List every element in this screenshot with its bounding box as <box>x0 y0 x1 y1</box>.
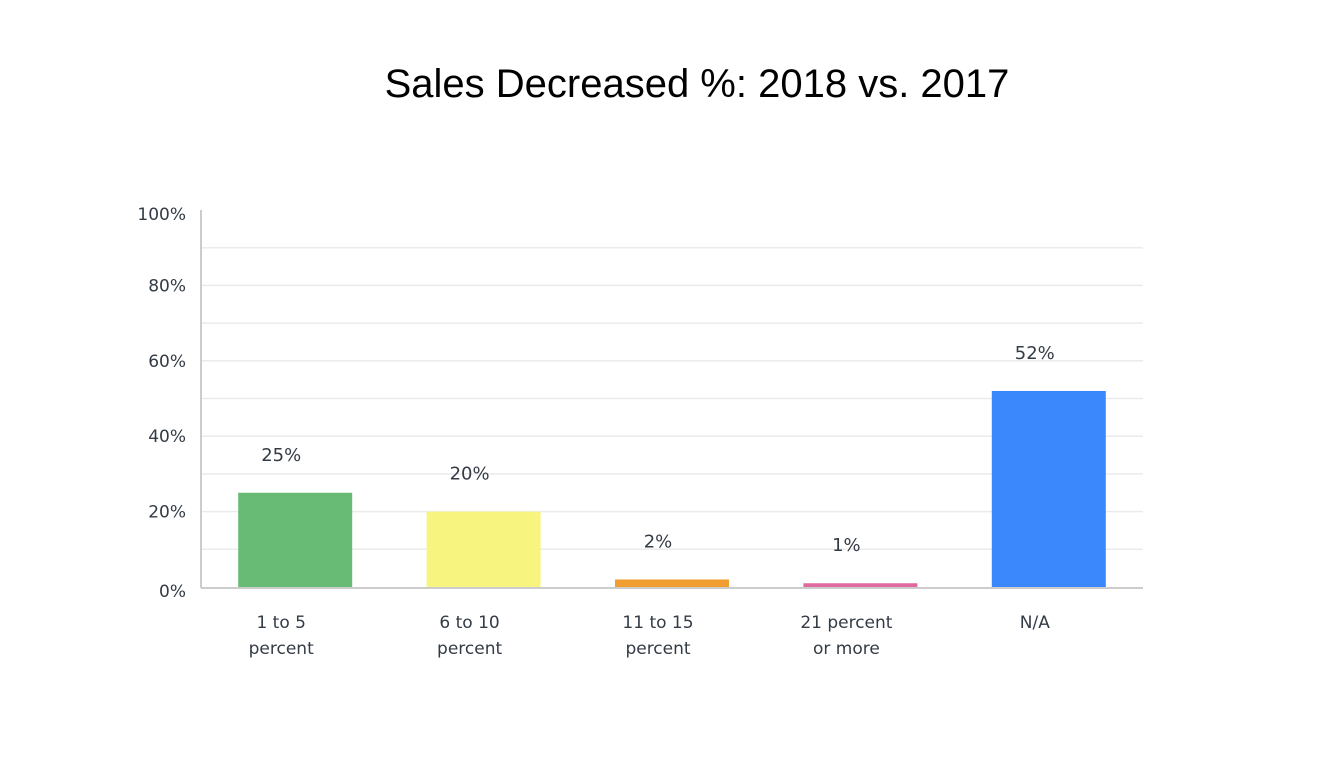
data-label: 1% <box>832 535 861 556</box>
data-labels: 25% 20% 2% 1% 52% <box>261 343 1055 556</box>
data-label: 2% <box>644 531 673 552</box>
x-category-label: N/A <box>1020 613 1050 633</box>
x-category-label: 11 to 15 <box>622 613 693 633</box>
gridlines <box>201 246 1143 551</box>
y-tick-label: 40% <box>148 427 186 447</box>
data-label: 52% <box>1015 343 1055 364</box>
bars <box>238 390 1106 587</box>
bar <box>803 583 918 587</box>
y-axis-ticks: 0% 20% 40% 60% 80% 100% <box>137 205 186 602</box>
x-category-label: or more <box>813 639 880 659</box>
y-tick-label: 100% <box>137 205 186 225</box>
bar <box>238 492 353 587</box>
x-category-label: percent <box>249 639 314 659</box>
data-label: 20% <box>450 464 490 485</box>
y-tick-label: 0% <box>159 582 186 602</box>
bar <box>615 579 729 587</box>
data-label: 25% <box>261 445 301 466</box>
x-category-label: 1 to 5 <box>256 613 306 633</box>
x-category-label: 21 percent <box>800 613 892 633</box>
axes <box>200 210 1143 589</box>
x-category-label: percent <box>437 639 502 659</box>
x-axis-categories: 1 to 5 percent 6 to 10 percent 11 to 15 perce… <box>249 613 1051 659</box>
chart-title: Sales Decreased %: 2018 vs. 2017 <box>385 62 1010 106</box>
bar <box>426 511 541 587</box>
y-tick-label: 60% <box>148 352 186 372</box>
x-category-label: 6 to 10 <box>439 613 499 633</box>
bar <box>991 390 1106 587</box>
y-tick-label: 80% <box>148 276 186 296</box>
x-category-label: percent <box>625 639 690 659</box>
y-tick-label: 20% <box>148 503 186 523</box>
